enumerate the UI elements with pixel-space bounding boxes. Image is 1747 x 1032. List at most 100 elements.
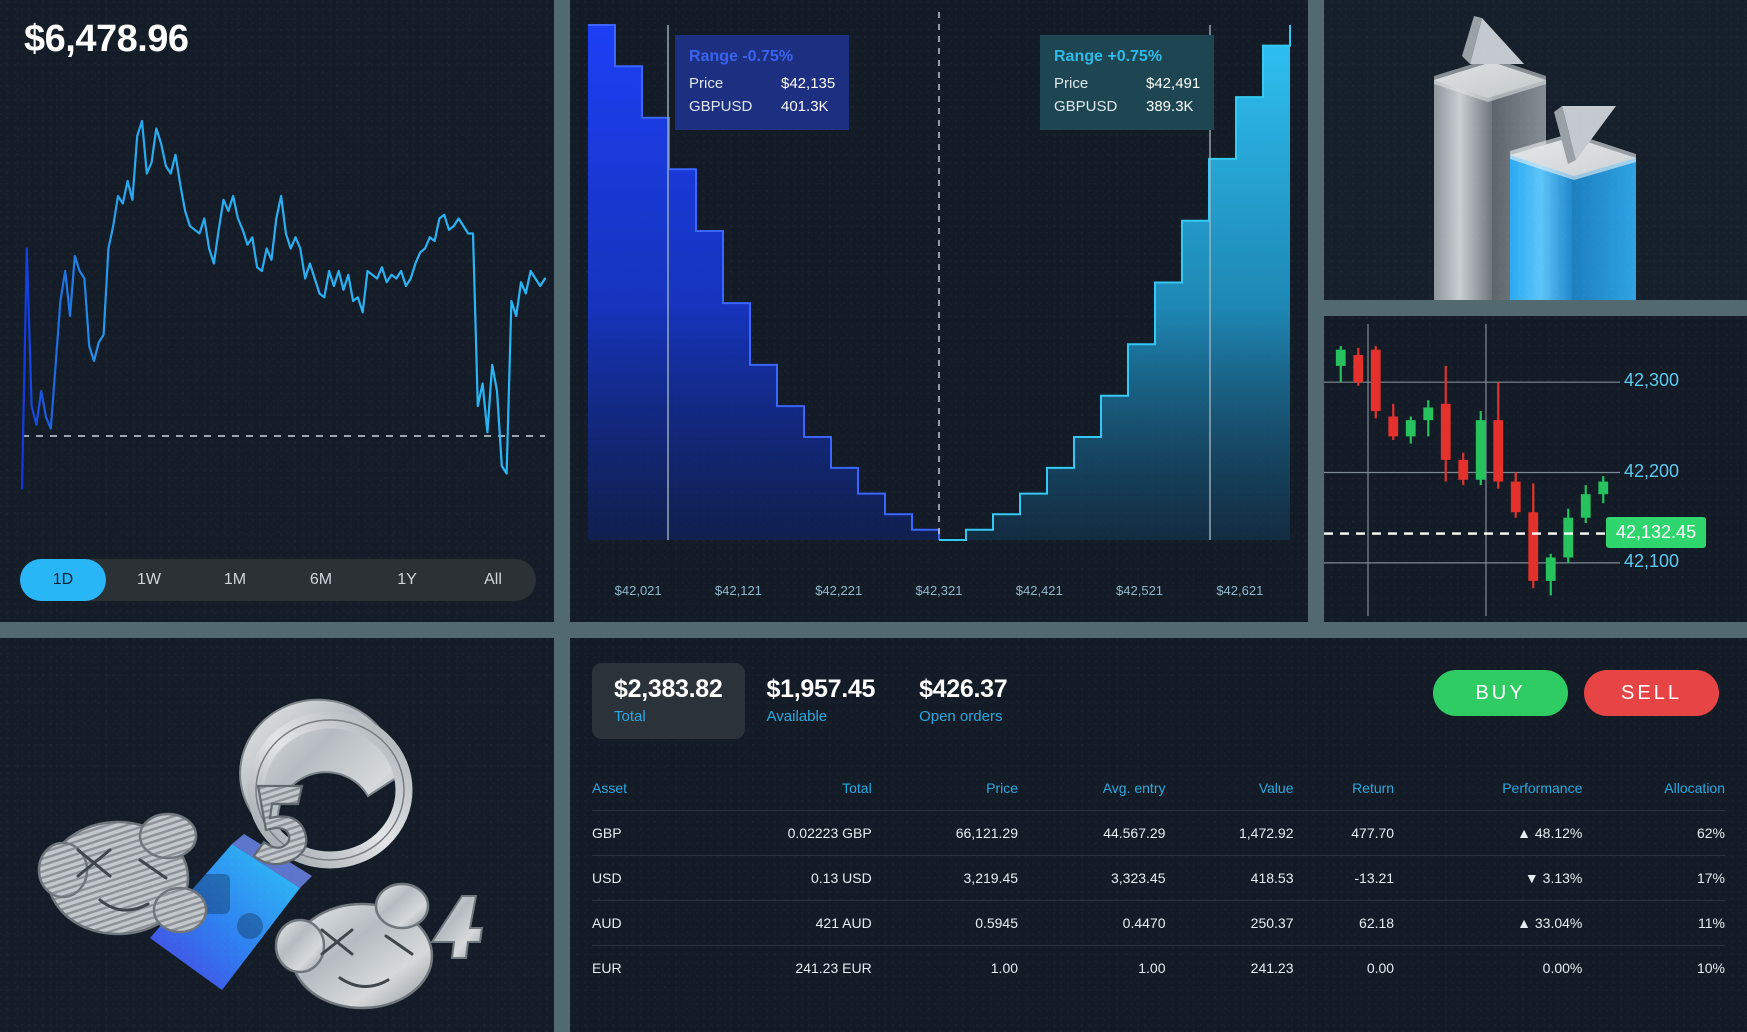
hatched-cluster-left <box>37 812 208 936</box>
price-cell: 1.00 <box>990 960 1019 976</box>
performance-cell: ▲ 48.12% <box>1394 810 1583 856</box>
ask-pair-label: GBPUSD <box>1054 98 1118 116</box>
range-pill-1w[interactable]: 1W <box>106 559 192 601</box>
avg-entry-cell: 44.567.29 <box>1018 810 1166 856</box>
ask-pair-value: 389.3K <box>1146 98 1194 116</box>
candlestick-svg <box>1324 324 1620 616</box>
portfolio-price-value: $6,478.96 <box>24 18 189 60</box>
total-cell: 0.13 USD <box>674 855 872 901</box>
ask-price-value: $42,491 <box>1146 74 1201 92</box>
three-d-bars-panel <box>1324 0 1747 300</box>
bid-depth-area <box>588 25 939 540</box>
price-cell: 3,219.45 <box>871 855 1019 901</box>
col-performance[interactable]: Performance <box>1394 766 1583 811</box>
col-value[interactable]: Value <box>1165 766 1294 811</box>
stat-available[interactable]: $1,957.45 Available <box>745 663 898 739</box>
candle-body <box>1493 420 1504 482</box>
ask-tooltip: Range +0.75% Price $42,491 GBPUSD 389.3K <box>1040 35 1215 131</box>
hatched-cluster-right <box>274 882 434 1010</box>
candle-body <box>1335 349 1346 366</box>
silver-up-arrow-side <box>1462 16 1482 64</box>
stat-open-orders[interactable]: $426.37 Open orders <box>897 663 1029 739</box>
axis-tick-5: $42,521 <box>1116 583 1164 598</box>
table-row[interactable]: AUD 421 AUD 0.5945 0.4470 250.37 62.18 ▲ 33.04… <box>592 900 1725 946</box>
table-row[interactable]: EUR 241.23 EUR 1.00 1.00 241.23 0.00 0.00% 10% <box>592 946 1725 991</box>
asset-cell: AUD <box>592 900 675 946</box>
candle-body <box>1545 557 1556 581</box>
col-allocation[interactable]: Allocation <box>1582 766 1725 811</box>
holdings-table-head: Asset Total Price Avg. entry Value Retur… <box>592 766 1725 811</box>
silver-bar-front <box>1434 62 1492 300</box>
last-price-badge: 42,132.45 <box>1606 516 1707 548</box>
candle-body <box>1423 407 1434 421</box>
bid-tooltip-price-row: Price $42,135 <box>689 72 835 95</box>
return-cell: 0.00 <box>1366 960 1395 976</box>
candle-body <box>1440 403 1451 460</box>
bid-tooltip: Range -0.75% Price $42,135 GBPUSD 401.3K <box>675 35 850 131</box>
col-avg-entry[interactable]: Avg. entry <box>1018 766 1166 811</box>
table-header-row: Asset Total Price Avg. entry Value Retur… <box>592 766 1725 811</box>
value-cell: 418.53 <box>1165 855 1294 901</box>
bid-tooltip-pair-row: GBPUSD 401.3K <box>689 95 835 118</box>
blue-bar-side <box>1572 137 1636 300</box>
stat-total-value: $2,383.82 <box>614 675 723 703</box>
avg-entry-cell: 3,323.45 <box>1018 855 1166 901</box>
candle-body <box>1528 512 1539 581</box>
price-sparkline-chart <box>0 56 554 536</box>
axis-tick-4: $42,421 <box>1015 583 1063 598</box>
performance-cell: ▼ 3.13% <box>1394 855 1583 901</box>
range-pill-1y[interactable]: 1Y <box>364 559 450 601</box>
asset-cell: GBP <box>592 810 675 856</box>
price-axis-label-42300: 42,300 <box>1624 370 1680 391</box>
candle-body <box>1510 481 1521 513</box>
table-row[interactable]: USD 0.13 USD 3,219.45 3,323.45 418.53 -13.21 ▼… <box>592 855 1725 901</box>
col-total[interactable]: Total <box>674 766 872 811</box>
axis-tick-6: $42,621 <box>1216 583 1264 598</box>
buy-button[interactable]: BUY <box>1433 670 1568 716</box>
avg-entry-cell: 0.4470 <box>1018 900 1166 946</box>
value-cell: 1,472.92 <box>1165 810 1294 856</box>
value-cell: 250.37 <box>1165 900 1294 946</box>
col-asset[interactable]: Asset <box>592 766 675 811</box>
col-price[interactable]: Price <box>871 766 1019 811</box>
stat-total[interactable]: $2,383.82 Total <box>592 663 745 739</box>
candlestick-panel: 42,300 42,200 42,100 42,132.45 <box>1324 316 1747 622</box>
col-return[interactable]: Return <box>1293 766 1395 811</box>
range-pill-1m[interactable]: 1M <box>192 559 278 601</box>
asset-cell: EUR <box>592 960 622 976</box>
ask-tooltip-pair-row: GBPUSD 389.3K <box>1054 95 1200 118</box>
sell-button[interactable]: SELL <box>1584 670 1719 716</box>
axis-tick-1: $42,121 <box>714 583 762 598</box>
candle-body <box>1563 517 1574 558</box>
stat-total-label: Total <box>614 708 646 725</box>
allocation-cell: 17% <box>1582 855 1725 901</box>
candle-body <box>1370 349 1381 412</box>
range-pill-6m[interactable]: 6M <box>278 559 364 601</box>
table-row[interactable]: GBP 0.02223 GBP 66,121.29 44.567.29 1,472.92… <box>592 810 1725 856</box>
bid-price-value: $42,135 <box>781 74 836 92</box>
bid-tooltip-title: Range -0.75% <box>689 48 794 65</box>
silver-bar-rim <box>1434 58 1546 102</box>
allocation-cell: 11% <box>1582 900 1725 946</box>
range-pill-all[interactable]: All <box>450 559 536 601</box>
blue-bar-front <box>1510 137 1572 300</box>
trade-actions: BUY SELL <box>1433 670 1719 716</box>
axis-tick-2: $42,221 <box>815 583 863 598</box>
price-cell: 66,121.29 <box>871 810 1019 856</box>
stat-open-orders-label: Open orders <box>919 708 1003 725</box>
sparkline-svg <box>20 119 547 490</box>
allocation-cell: 62% <box>1582 810 1725 856</box>
timerange-selector[interactable]: 1D 1W 1M 6M 1Y All <box>20 559 536 601</box>
candle-body <box>1388 416 1399 437</box>
three-d-bars-illustration <box>1434 16 1636 300</box>
candle-body <box>1353 355 1364 383</box>
three-d-typography-panel <box>0 638 554 1032</box>
asset-cell: USD <box>592 855 675 901</box>
return-cell: 477.70 <box>1293 810 1395 856</box>
price-axis-label-42200: 42,200 <box>1624 460 1680 481</box>
range-pill-1d[interactable]: 1D <box>20 559 106 601</box>
metal-ring-symbol <box>239 698 413 869</box>
candle-body <box>1458 459 1469 480</box>
value-cell: 241.23 <box>1250 960 1294 976</box>
